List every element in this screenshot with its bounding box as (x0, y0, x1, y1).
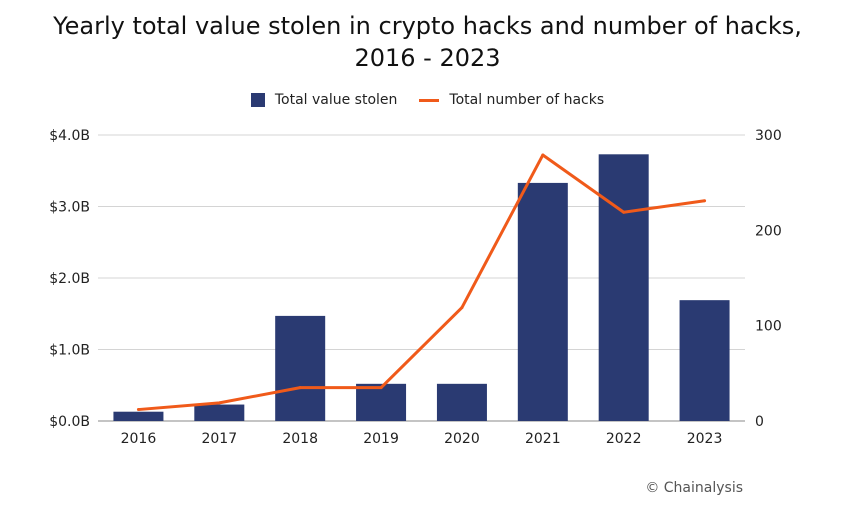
bar (356, 383, 407, 421)
chart-title-line-2: 2016 - 2023 (354, 44, 501, 72)
y-right-tick-label: 100 (755, 319, 782, 335)
x-tick-label: 2018 (282, 431, 318, 447)
line-point (136, 408, 140, 412)
line-point (541, 153, 545, 157)
x-tick-label: 2021 (525, 431, 561, 447)
x-tick-label: 2019 (363, 431, 399, 447)
y-right-tick-label: 200 (755, 223, 782, 239)
x-tick-label: 2023 (687, 431, 723, 447)
legend: Total value stolen Total number of hacks (0, 92, 855, 108)
x-tick-label: 2020 (444, 431, 480, 447)
legend-item-number-hacks: Total number of hacks (419, 92, 604, 108)
line-point (379, 386, 383, 390)
y-right-tick-label: 0 (755, 414, 764, 430)
line-point (217, 401, 221, 405)
bar (113, 411, 164, 421)
chart-title: Yearly total value stolen in crypto hack… (0, 10, 855, 74)
source-credit: © Chainalysis (645, 480, 743, 496)
legend-swatch-bar (250, 93, 265, 107)
series-line-hacks (138, 153, 705, 412)
legend-swatch-line (419, 98, 440, 102)
x-tick-label: 2022 (606, 431, 642, 447)
bar (275, 315, 326, 421)
bar (436, 383, 487, 421)
line-point (622, 210, 626, 214)
bar (679, 300, 730, 421)
y-left-tick-label: $4.0B (49, 128, 90, 144)
y-left-tick-label: $2.0B (49, 271, 90, 287)
legend-item-value-stolen: Total value stolen (250, 92, 398, 108)
line-point (460, 306, 464, 310)
x-tick-label: 2017 (201, 431, 237, 447)
legend-label-value-stolen: Total value stolen (274, 92, 398, 108)
bar (517, 182, 568, 421)
x-tick-label: 2016 (121, 431, 157, 447)
y-left-tick-label: $0.0B (49, 414, 90, 430)
chart-title-line-1: Yearly total value stolen in crypto hack… (53, 12, 802, 40)
line-point (703, 199, 707, 203)
y-left-tick-label: $3.0B (49, 200, 90, 216)
y-right-tick-label: 300 (755, 128, 782, 144)
legend-label-number-hacks: Total number of hacks (449, 92, 605, 108)
bar (598, 154, 649, 421)
y-left-tick-label: $1.0B (49, 343, 90, 359)
bar (194, 404, 245, 421)
line-point (298, 386, 302, 390)
